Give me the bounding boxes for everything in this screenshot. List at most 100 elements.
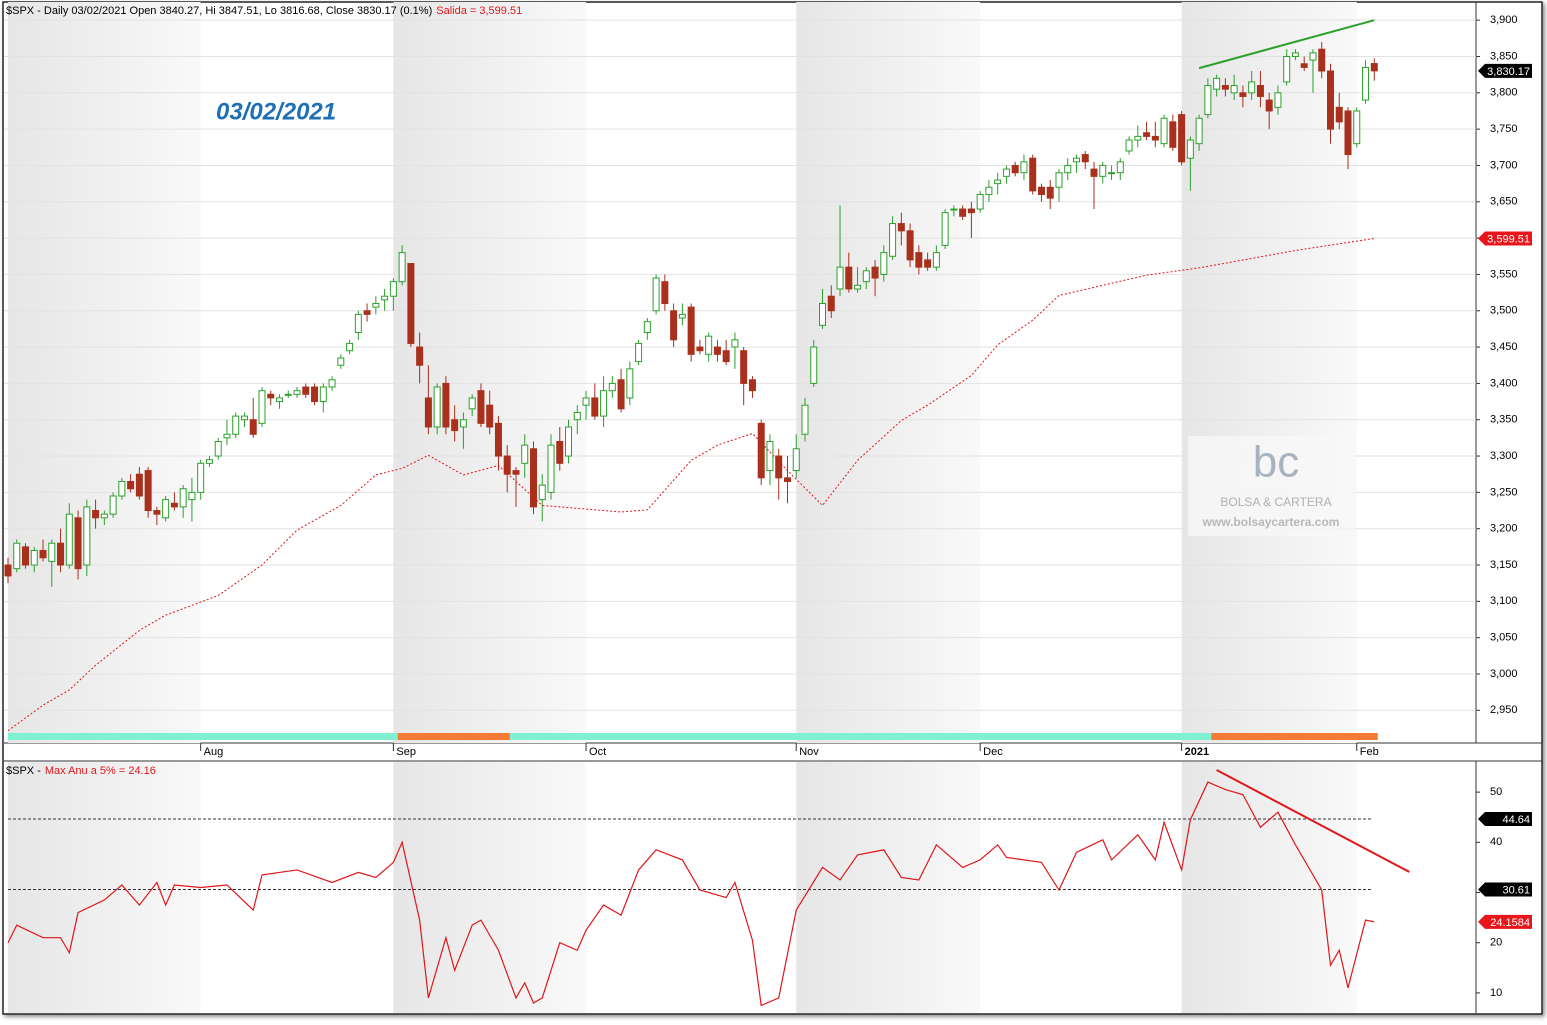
candle-body (22, 546, 30, 566)
price-tag (1478, 63, 1532, 78)
candle-body (1108, 172, 1116, 175)
candle-body (398, 252, 406, 283)
candle-body (924, 259, 932, 268)
month-shade (393, 762, 587, 1013)
month-shade (796, 2, 981, 743)
candle-body (486, 404, 494, 428)
candle-body (836, 266, 844, 290)
price-tag-label: 44.64 (1502, 814, 1530, 826)
candle-body (1326, 70, 1334, 130)
candle-body (643, 321, 651, 334)
y-tick-label: 3,450 (1490, 341, 1518, 353)
candle-body (319, 386, 327, 403)
signal-band (397, 733, 510, 740)
candle-body (687, 306, 695, 355)
candle-body (1055, 172, 1063, 188)
candle-body (100, 513, 108, 519)
candle-body (696, 346, 704, 352)
candle-body (135, 473, 143, 497)
candle-body (381, 295, 389, 301)
candle-body (1230, 85, 1238, 94)
price-tag-label: 3,599.51 (1487, 233, 1530, 245)
y-tick-label: 40 (1490, 836, 1502, 848)
candle-body (1125, 139, 1133, 152)
indicator-line (7, 781, 1375, 1007)
candle-body (468, 397, 476, 410)
candle-body (722, 350, 730, 363)
candle-body (670, 310, 678, 341)
annotation: 03/02/2021 (216, 98, 336, 125)
candle-body (827, 295, 835, 312)
candle-body (932, 252, 940, 268)
candle-body (127, 480, 135, 490)
y-tick-label: 3,500 (1490, 305, 1518, 317)
candle-body (354, 313, 362, 334)
candle-body (959, 208, 967, 217)
candle-body (757, 422, 765, 479)
y-tick-label: 3,150 (1490, 559, 1518, 571)
price-tag (1478, 914, 1532, 929)
candle-body (950, 208, 958, 211)
candle-body (1090, 168, 1098, 177)
candle-body (1274, 92, 1282, 108)
header-indicator: Max Anu a 5% = 24.16 (45, 765, 156, 777)
candle-body (591, 397, 599, 417)
candle-body (162, 499, 170, 519)
candle-body (1256, 85, 1264, 97)
candle-body (705, 335, 713, 355)
candle-body (810, 346, 818, 384)
candle-body (232, 415, 240, 435)
candle-body (1143, 132, 1151, 137)
candle-body (223, 433, 231, 439)
y-tick-label: 3,200 (1490, 523, 1518, 535)
ma-line (7, 237, 1375, 732)
candle-body (197, 462, 205, 493)
candle-body (906, 230, 914, 261)
candle-body (1099, 164, 1107, 177)
candle-body (337, 357, 345, 366)
candle-body (801, 404, 809, 435)
candle-body (1265, 99, 1273, 112)
candle-body (153, 510, 161, 515)
candle-body (678, 313, 686, 319)
candle-body (1353, 110, 1361, 145)
candle-body (854, 284, 862, 290)
candle-body (170, 502, 178, 508)
candle-body (442, 382, 450, 428)
x-tick-label: Sep (396, 746, 416, 758)
candle-body (941, 212, 949, 246)
candle-body (766, 441, 774, 472)
y-tick-label: 3,100 (1490, 595, 1518, 607)
candle-body (862, 270, 870, 283)
candle-body (1029, 157, 1037, 192)
y-tick-label: 3,350 (1490, 414, 1518, 426)
candle-body (1221, 85, 1229, 90)
candle-body (4, 564, 12, 577)
candle-body (1134, 135, 1142, 141)
y-tick-label: 50 (1490, 786, 1502, 798)
candle-body (48, 542, 56, 562)
candle-body (30, 549, 38, 566)
candle-body (74, 517, 82, 570)
candle-body (556, 441, 564, 464)
candle-body (1283, 55, 1291, 83)
candle-body (652, 277, 660, 312)
candle-body (1300, 63, 1308, 68)
x-tick-label: 2021 (1185, 746, 1209, 758)
y-tick-label: 3,250 (1490, 486, 1518, 498)
candle-body (1002, 168, 1010, 177)
candle-body (889, 223, 897, 257)
candle-body (109, 495, 117, 515)
candle-body (1248, 81, 1256, 94)
candle-body (731, 339, 739, 348)
candle-body (967, 208, 975, 214)
y-tick-label: 3,900 (1490, 14, 1518, 26)
candle-body (1169, 121, 1177, 148)
candle-body (985, 186, 993, 196)
price-tag-label: 3,830.17 (1487, 66, 1530, 78)
candle-body (389, 281, 397, 297)
header: $SPX - Daily 03/02/2021 Open 3840.27, Hi… (6, 5, 432, 17)
price-tag (1478, 882, 1532, 897)
candle-body (433, 386, 441, 428)
